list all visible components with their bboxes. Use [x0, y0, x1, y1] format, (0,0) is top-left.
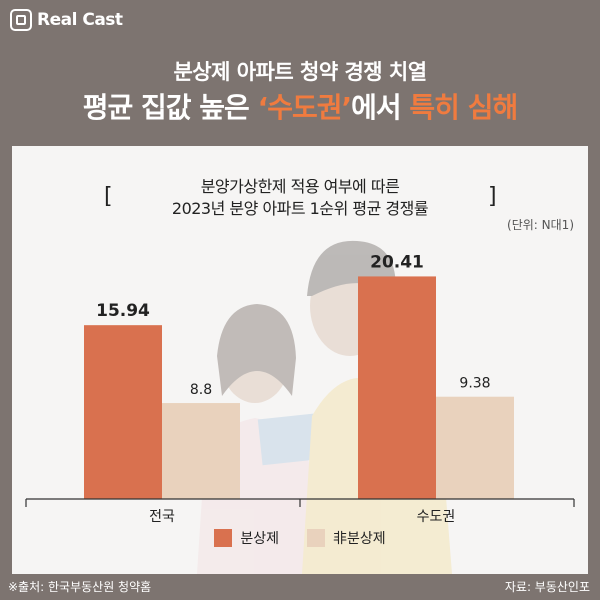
legend-label: 非분상제 [333, 531, 386, 547]
chart-title: 분양가상한제 적용 여부에 따른 2023년 분양 아파트 1순위 평균 경쟁률 [12, 176, 588, 220]
headline-line2: 평균 집값 높은 ‘수도권’에서 특히 심해 [0, 86, 600, 126]
headline-line2-mid: 에서 [351, 91, 410, 124]
chart-panel: [ ] 분양가상한제 적용 여부에 따른 2023년 분양 아파트 1순위 평균… [12, 146, 588, 574]
title-bracket-right: ] [488, 184, 497, 209]
brand-name: Real Cast [37, 10, 123, 30]
legend-swatch [214, 529, 233, 547]
chart-title-line2: 2023년 분양 아파트 1순위 평균 경쟁률 [171, 199, 429, 218]
chart-unit: (단위: N대1) [507, 218, 574, 232]
chart-legend: 분상제 非분상제 [12, 528, 588, 548]
category-label: 수도권 [417, 509, 456, 525]
bar-capital-noncap [436, 396, 514, 499]
chart-title-line1: 분양가상한제 적용 여부에 따른 [200, 177, 400, 196]
bar-value-label: 8.8 [190, 382, 212, 398]
brand-logo: Real Cast [10, 9, 123, 31]
headline-line1: 분상제 아파트 청약 경쟁 치열 [173, 60, 427, 84]
bar-national-noncap [162, 403, 240, 499]
bar-value-label: 15.94 [96, 301, 150, 321]
legend-label: 분상제 [240, 531, 279, 547]
headline-emphasis: 특히 심해 [409, 91, 518, 124]
source-left: ※출처: 한국부동산원 청약홈 [8, 580, 152, 594]
category-label: 전국 [149, 509, 175, 525]
bar-chart: 15.94 8.8 전국 20.41 9.38 수도권 [25, 252, 575, 525]
headline-highlight: ‘수도권’ [257, 91, 353, 124]
legend-item-cap: 분상제 [214, 528, 279, 548]
title-bracket-left: [ [104, 184, 113, 209]
logo-icon [10, 9, 32, 31]
legend-swatch [307, 529, 325, 547]
legend-item-noncap: 非분상제 [307, 528, 386, 548]
source-right: 자료: 부동산인포 [504, 580, 590, 594]
headline-line2-pre: 평균 집값 높은 [82, 91, 258, 124]
bar-value-label: 20.41 [370, 252, 424, 272]
bar-capital-cap [358, 276, 436, 499]
bar-value-label: 9.38 [459, 376, 490, 392]
bar-national-cap [84, 325, 162, 499]
